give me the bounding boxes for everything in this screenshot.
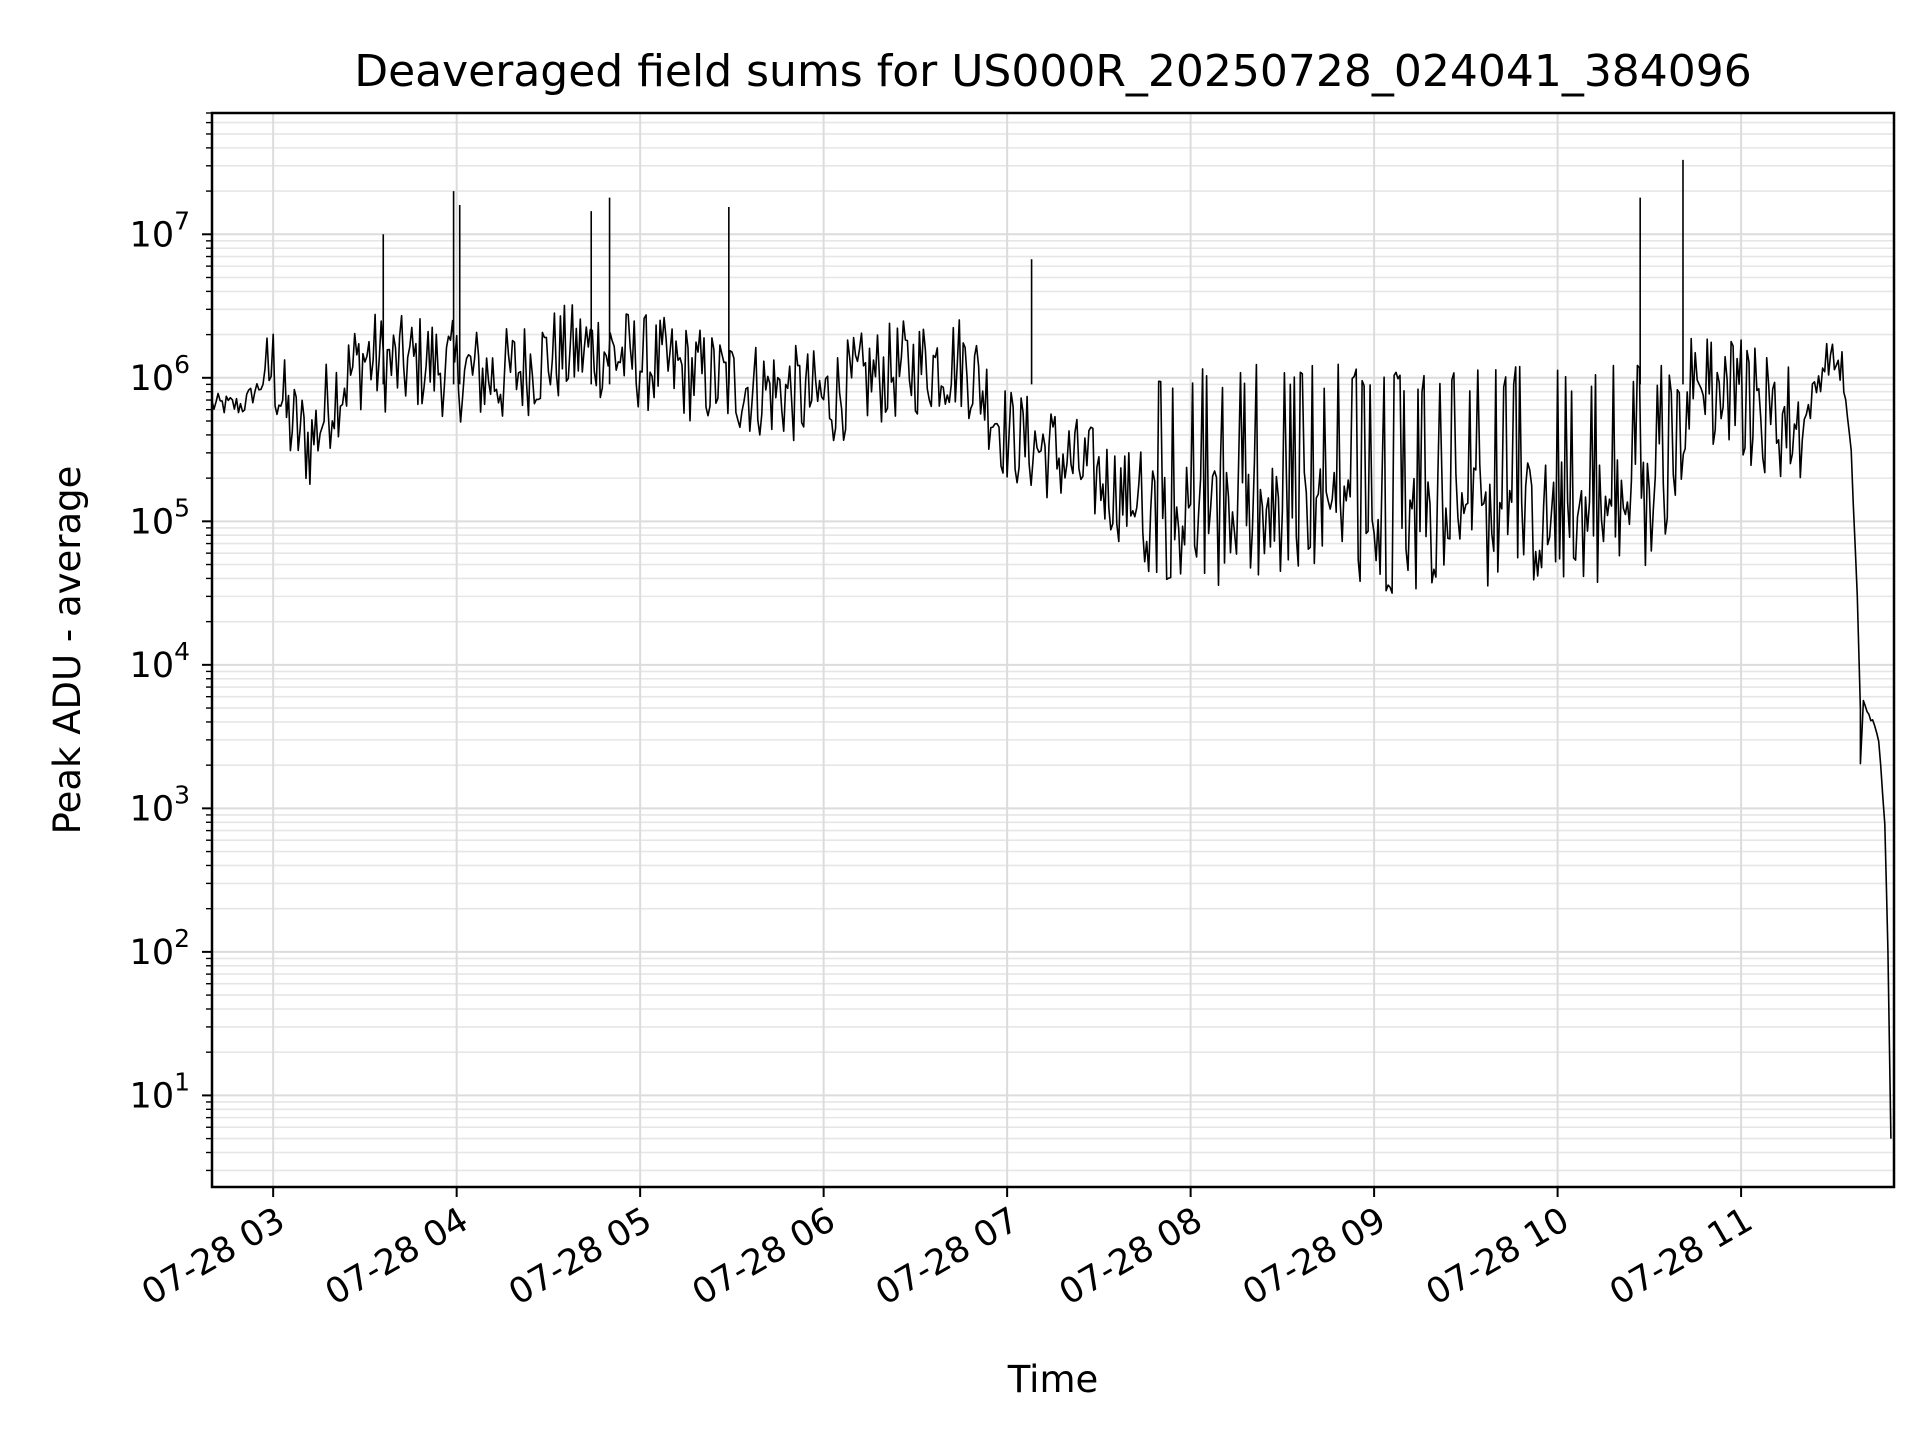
y-tick-label: 104 [130,637,190,686]
x-axis-label: Time [1007,1358,1099,1401]
y-tick-label: 101 [130,1067,190,1116]
chart-title: Deaveraged field sums for US000R_2025072… [354,46,1752,97]
series-layer [211,159,1892,1139]
y-tick-label: 103 [130,780,190,829]
y-tick-label: 106 [130,350,190,399]
y-axis-label: Peak ADU - average [46,466,89,835]
y-axis: 101 102 103 104 105 106 107 [130,112,212,1172]
y-tick-label: 105 [130,493,190,542]
y-tick-label: 107 [130,206,190,255]
series-line [211,304,1892,1139]
plot-frame [210,111,1896,1189]
y-tick-label: 102 [130,924,190,973]
